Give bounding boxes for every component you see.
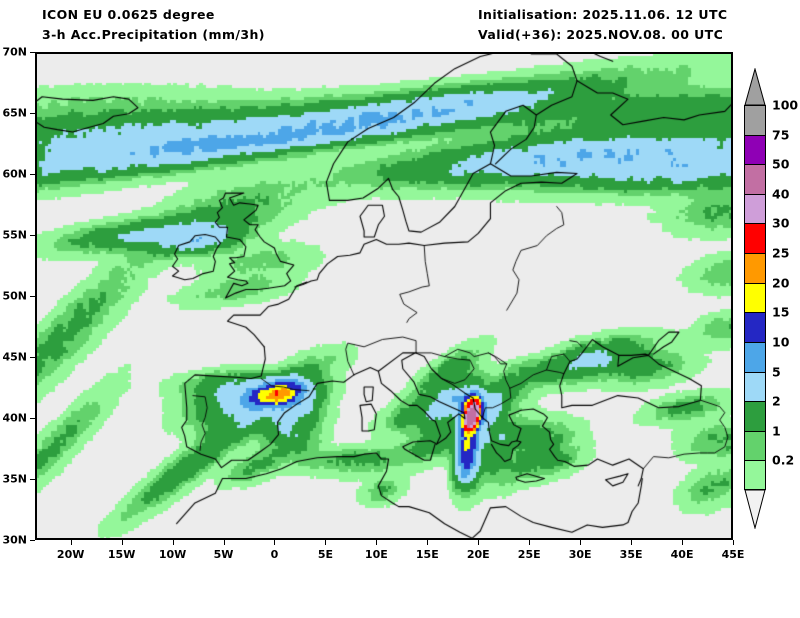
coastline-overlay — [37, 54, 731, 538]
precipitation-field-layer — [37, 54, 731, 538]
field-name-label: 3-h Acc.Precipitation (mm/3h) — [42, 27, 265, 42]
colorbar-tick-label: 30 — [772, 215, 790, 231]
colorbar-band — [744, 341, 766, 372]
y-axis-label: 55N — [2, 228, 27, 242]
colorbar-tick-label: 25 — [772, 245, 790, 261]
y-tick — [30, 235, 35, 236]
colorbar-band — [744, 253, 766, 283]
y-tick — [30, 113, 35, 114]
x-axis-label: 10W — [158, 548, 187, 561]
y-tick — [30, 479, 35, 480]
x-axis-label: 15W — [107, 548, 136, 561]
colorbar-band — [744, 164, 766, 194]
x-axis-label: 40E — [670, 548, 694, 561]
x-axis-label: 25E — [517, 548, 541, 561]
y-tick — [30, 52, 35, 53]
x-axis-label: 20W — [56, 548, 85, 561]
x-tick — [478, 540, 480, 545]
y-axis-label: 40N — [2, 411, 27, 425]
x-axis-label: 45E — [721, 548, 745, 561]
x-axis-label: 5W — [213, 548, 234, 561]
colorbar-tick-label: 10 — [772, 334, 790, 350]
x-tick — [427, 540, 429, 545]
x-tick — [529, 540, 531, 545]
colorbar-tick-label: 20 — [772, 275, 790, 291]
y-axis-label: 70N — [2, 45, 27, 59]
colorbar — [744, 105, 766, 490]
colorbar-band — [744, 282, 766, 313]
y-axis-label: 45N — [2, 350, 27, 364]
colorbar-tick-label: 5 — [772, 364, 781, 380]
x-tick — [631, 540, 633, 545]
map-plot-area — [35, 52, 733, 540]
colorbar-tick-label: 100 — [772, 97, 799, 113]
x-tick — [223, 540, 225, 545]
x-axis-label: 15E — [415, 548, 439, 561]
colorbar-band — [744, 430, 766, 461]
colorbar-band — [744, 105, 766, 135]
colorbar-band — [744, 134, 766, 165]
y-axis-label: 30N — [2, 533, 27, 547]
y-axis-label: 50N — [2, 289, 27, 303]
x-tick — [274, 540, 276, 545]
colorbar-band — [744, 223, 766, 254]
colorbar-band — [744, 371, 766, 402]
colorbar-tick-label: 1 — [772, 423, 781, 439]
model-name-label: ICON EU 0.0625 degree — [42, 7, 215, 22]
colorbar-band — [744, 312, 766, 342]
x-tick — [376, 540, 378, 545]
y-tick — [30, 357, 35, 358]
colorbar-band — [744, 460, 766, 490]
x-tick — [682, 540, 684, 545]
colorbar-tick-label: 50 — [772, 156, 790, 172]
colorbar-tick-label: 40 — [772, 186, 790, 202]
x-axis-label: 0 — [270, 548, 279, 561]
y-tick — [30, 174, 35, 175]
y-axis-label: 35N — [2, 472, 27, 486]
colorbar-band — [744, 401, 766, 431]
colorbar-tick-label: 75 — [772, 127, 790, 143]
colorbar-tick-label: 15 — [772, 304, 790, 320]
x-tick — [70, 540, 72, 545]
x-axis-label: 20E — [466, 548, 490, 561]
y-axis-label: 65N — [2, 106, 27, 120]
x-tick — [325, 540, 327, 545]
colorbar-band — [744, 193, 766, 224]
colorbar-over-cap — [744, 67, 766, 106]
y-axis-label: 60N — [2, 167, 27, 181]
x-tick — [172, 540, 174, 545]
initialisation-label: Initialisation: 2025.11.06. 12 UTC — [478, 7, 728, 22]
x-tick — [580, 540, 582, 545]
x-axis-label: 30E — [568, 548, 592, 561]
colorbar-tick-label: 2 — [772, 393, 781, 409]
colorbar-tick-label: 0.2 — [772, 452, 795, 468]
x-axis-label: 5E — [317, 548, 333, 561]
x-tick — [733, 540, 734, 545]
x-axis-label: 35E — [619, 548, 643, 561]
x-tick — [121, 540, 123, 545]
colorbar-under-cap — [744, 489, 766, 530]
y-tick — [30, 540, 35, 541]
x-axis-label: 10E — [364, 548, 388, 561]
y-tick — [30, 418, 35, 419]
y-tick — [30, 296, 35, 297]
valid-time-label: Valid(+36): 2025.NOV.08. 00 UTC — [478, 27, 724, 42]
